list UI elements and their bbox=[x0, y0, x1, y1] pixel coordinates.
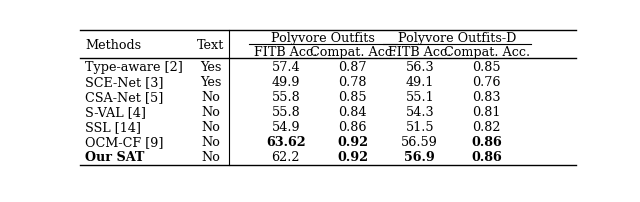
Text: 0.76: 0.76 bbox=[472, 76, 501, 88]
Text: 51.5: 51.5 bbox=[406, 121, 434, 134]
Text: 0.81: 0.81 bbox=[472, 106, 501, 119]
Text: No: No bbox=[201, 151, 220, 164]
Text: 0.85: 0.85 bbox=[339, 90, 367, 103]
Text: 0.82: 0.82 bbox=[472, 121, 501, 134]
Text: 57.4: 57.4 bbox=[271, 60, 300, 73]
Text: 55.1: 55.1 bbox=[406, 90, 434, 103]
Text: Polyvore Outfits: Polyvore Outfits bbox=[271, 32, 375, 45]
Text: SCE-Net [3]: SCE-Net [3] bbox=[85, 76, 163, 88]
Text: Polyvore Outfits-D: Polyvore Outfits-D bbox=[398, 32, 516, 45]
Text: 0.78: 0.78 bbox=[339, 76, 367, 88]
Text: FITB Acc.: FITB Acc. bbox=[254, 45, 317, 58]
Text: 55.8: 55.8 bbox=[271, 90, 300, 103]
Text: Methods: Methods bbox=[85, 39, 141, 52]
Text: No: No bbox=[201, 136, 220, 148]
Text: No: No bbox=[201, 121, 220, 134]
Text: Our SAT: Our SAT bbox=[85, 151, 145, 164]
Text: No: No bbox=[201, 90, 220, 103]
Text: 55.8: 55.8 bbox=[271, 106, 300, 119]
Text: 0.83: 0.83 bbox=[472, 90, 501, 103]
Text: Text: Text bbox=[196, 39, 224, 52]
Text: 49.1: 49.1 bbox=[406, 76, 434, 88]
Text: CSA-Net [5]: CSA-Net [5] bbox=[85, 90, 163, 103]
Text: 0.86: 0.86 bbox=[471, 151, 502, 164]
Text: S-VAL [4]: S-VAL [4] bbox=[85, 106, 146, 119]
Text: 0.92: 0.92 bbox=[337, 151, 368, 164]
Text: 0.86: 0.86 bbox=[471, 136, 502, 148]
Text: 0.84: 0.84 bbox=[339, 106, 367, 119]
Text: 62.2: 62.2 bbox=[271, 151, 300, 164]
Text: 56.59: 56.59 bbox=[401, 136, 438, 148]
Text: 49.9: 49.9 bbox=[271, 76, 300, 88]
Text: Yes: Yes bbox=[200, 76, 221, 88]
Text: Type-aware [2]: Type-aware [2] bbox=[85, 60, 183, 73]
Text: 54.9: 54.9 bbox=[271, 121, 300, 134]
Text: 0.92: 0.92 bbox=[337, 136, 368, 148]
Text: 56.9: 56.9 bbox=[404, 151, 435, 164]
Text: 0.85: 0.85 bbox=[472, 60, 501, 73]
Text: Compat. Acc.: Compat. Acc. bbox=[444, 45, 530, 58]
Text: 0.86: 0.86 bbox=[339, 121, 367, 134]
Text: Yes: Yes bbox=[200, 60, 221, 73]
Text: 63.62: 63.62 bbox=[266, 136, 306, 148]
Text: No: No bbox=[201, 106, 220, 119]
Text: 0.87: 0.87 bbox=[339, 60, 367, 73]
Text: 56.3: 56.3 bbox=[406, 60, 434, 73]
Text: Compat. Acc.: Compat. Acc. bbox=[310, 45, 396, 58]
Text: 54.3: 54.3 bbox=[406, 106, 434, 119]
Text: SSL [14]: SSL [14] bbox=[85, 121, 141, 134]
Text: FITB Acc.: FITB Acc. bbox=[388, 45, 451, 58]
Text: OCM-CF [9]: OCM-CF [9] bbox=[85, 136, 163, 148]
